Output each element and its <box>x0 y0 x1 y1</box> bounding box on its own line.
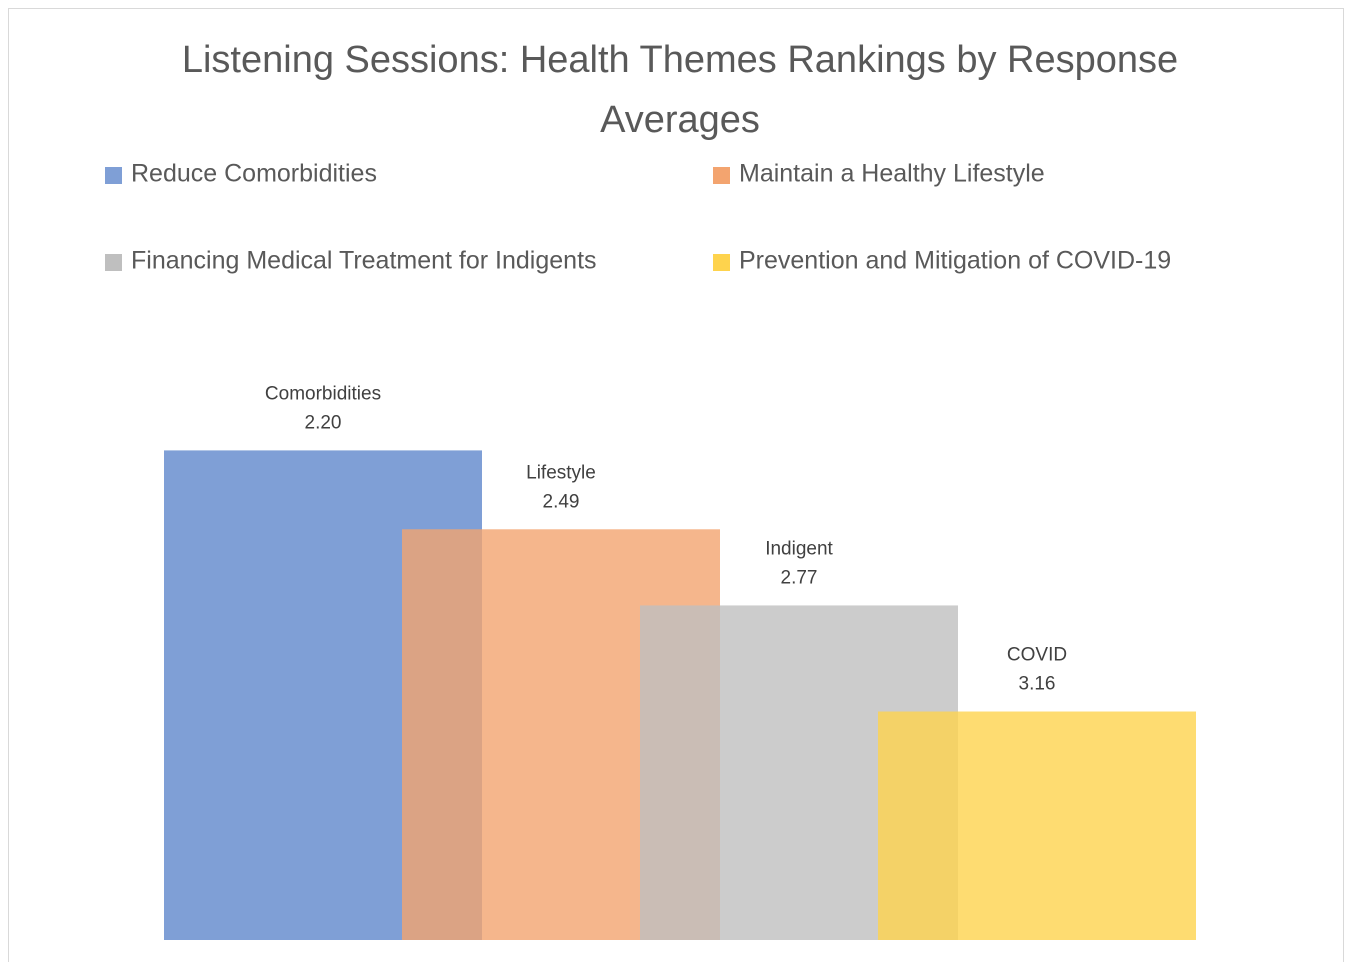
legend-swatch <box>713 167 730 184</box>
legend-swatch <box>105 167 122 184</box>
data-label-name: Lifestyle <box>526 462 596 483</box>
chart-title: Listening Sessions: Health Themes Rankin… <box>181 39 1179 141</box>
data-label: 2.20 <box>305 412 342 433</box>
data-label: 2.77 <box>781 567 818 588</box>
legend-label: Prevention and Mitigation of COVID-19 <box>739 247 1171 275</box>
chart-frame <box>8 8 1344 962</box>
data-label: 3.16 <box>1019 674 1056 695</box>
legend-label: Reduce Comorbidities <box>131 160 377 188</box>
legend-label: Financing Medical Treatment for Indigent… <box>131 247 597 275</box>
data-label-name: COVID <box>1007 645 1067 666</box>
data-label-name: Comorbidities <box>265 383 381 404</box>
bar <box>878 711 1196 940</box>
legend-swatch <box>105 254 122 271</box>
data-label: 2.49 <box>543 491 580 512</box>
legend-swatch <box>713 254 730 271</box>
legend-label: Maintain a Healthy Lifestyle <box>739 160 1045 188</box>
data-label-name: Indigent <box>765 538 833 559</box>
